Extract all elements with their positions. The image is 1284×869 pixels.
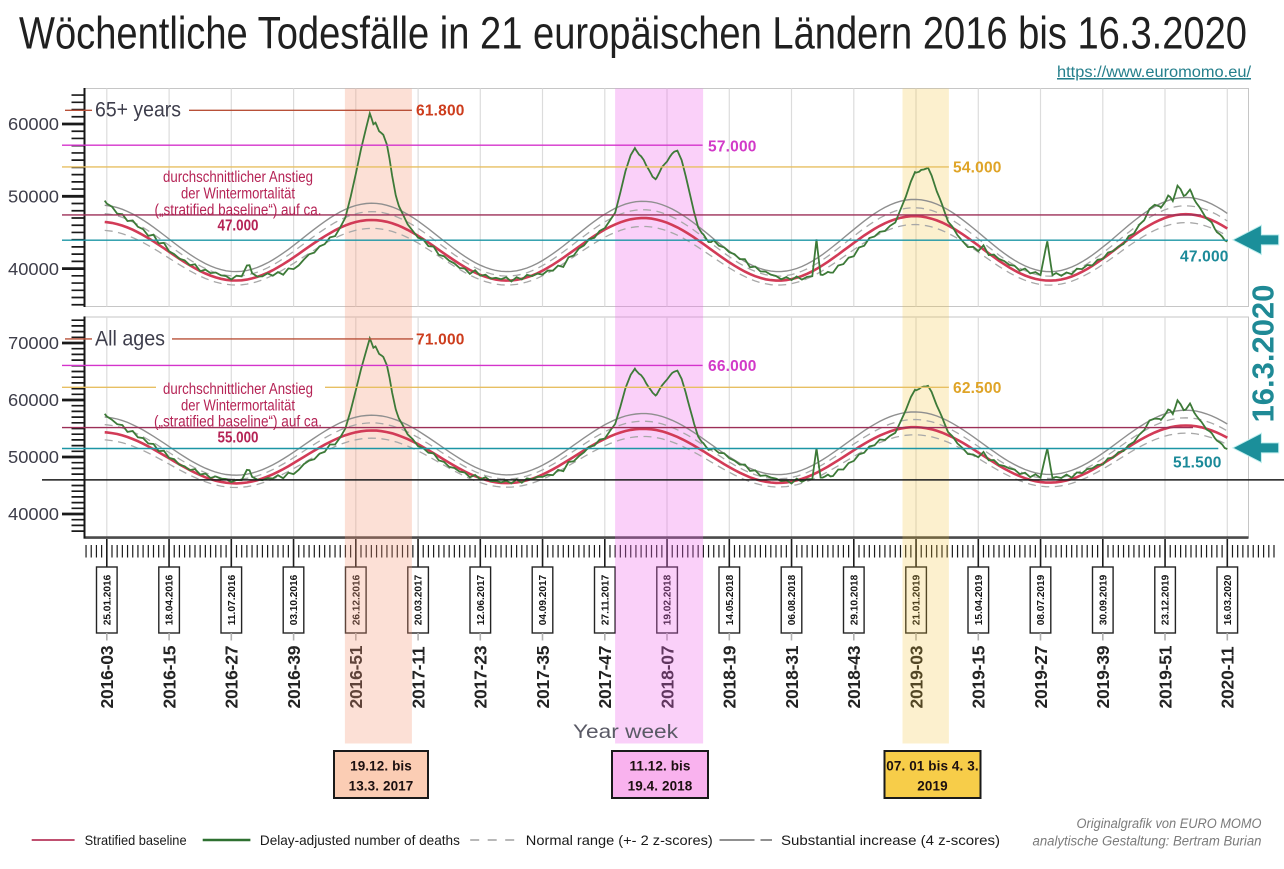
svg-text:16.3.2020: 16.3.2020 [1246, 285, 1281, 423]
svg-text:2019-03: 2019-03 [906, 645, 926, 708]
svg-text:51.500: 51.500 [1173, 455, 1222, 472]
svg-text:Stratified baseline: Stratified baseline [85, 833, 187, 848]
svg-text:2016-51: 2016-51 [346, 645, 366, 708]
svg-text:50000: 50000 [8, 187, 59, 207]
svg-text:durchschnittlicher Anstieg: durchschnittlicher Anstieg [163, 169, 313, 186]
svg-text:40000: 40000 [8, 504, 59, 524]
svg-text:29.10.2018: 29.10.2018 [849, 575, 860, 626]
svg-text:14.05.2018: 14.05.2018 [725, 575, 736, 626]
svg-text:60000: 60000 [8, 114, 59, 134]
svg-text:13.3. 2017: 13.3. 2017 [349, 779, 414, 794]
svg-text:11.12. bis: 11.12. bis [629, 759, 690, 774]
svg-text:30.09.2019: 30.09.2019 [1098, 575, 1109, 626]
svg-text:Year week: Year week [573, 721, 678, 743]
svg-text:Substantial increase (4 z-scor: Substantial increase (4 z-scores) [781, 833, 1000, 848]
svg-text:analytische Gestaltung: Bertra: analytische Gestaltung: Bertram Burian [1033, 834, 1262, 850]
svg-text:2017-11: 2017-11 [408, 646, 428, 708]
svg-text:2018-19: 2018-19 [720, 645, 740, 708]
svg-text:2016-03: 2016-03 [97, 645, 117, 708]
svg-text:47.000: 47.000 [1180, 249, 1229, 266]
svg-text:27.11.2017: 27.11.2017 [600, 575, 611, 626]
svg-text:06.08.2018: 06.08.2018 [787, 575, 798, 626]
svg-text:Delay-adjusted number of death: Delay-adjusted number of deaths [260, 833, 460, 848]
svg-text:55.000: 55.000 [218, 429, 259, 446]
svg-text:2017-35: 2017-35 [533, 645, 553, 708]
svg-text:50000: 50000 [8, 447, 59, 467]
svg-text:2017-23: 2017-23 [471, 645, 491, 708]
svg-text:(„stratified baseline“) auf ca: („stratified baseline“) auf ca. [155, 202, 322, 219]
svg-text:2017-47: 2017-47 [595, 646, 615, 709]
svg-text:2019-51: 2019-51 [1155, 645, 1175, 708]
svg-text:08.07.2019: 08.07.2019 [1036, 575, 1047, 626]
svg-text:Originalgrafik von EURO MOMO: Originalgrafik von EURO MOMO [1077, 816, 1262, 832]
svg-text:65+ years: 65+ years [95, 99, 181, 122]
svg-text:2019-39: 2019-39 [1093, 645, 1113, 708]
svg-text:19.02.2018: 19.02.2018 [663, 575, 674, 626]
svg-text:2018-43: 2018-43 [844, 645, 864, 708]
svg-text:20.03.2017: 20.03.2017 [414, 575, 425, 626]
svg-text:07. 01 bis 4. 3.: 07. 01 bis 4. 3. [886, 759, 978, 774]
svg-text:2020-11: 2020-11 [1218, 646, 1238, 708]
svg-text:19.4. 2018: 19.4. 2018 [628, 779, 693, 794]
svg-text:62.500: 62.500 [953, 380, 1002, 397]
svg-text:26.12.2016: 26.12.2016 [351, 575, 362, 626]
svg-text:Wöchentliche Todesfälle in 21: Wöchentliche Todesfälle in 21 europäisch… [19, 8, 1247, 59]
svg-text:47.000: 47.000 [218, 218, 259, 235]
svg-text:60000: 60000 [8, 390, 59, 410]
svg-text:2018-07: 2018-07 [657, 646, 677, 709]
svg-text:18.04.2016: 18.04.2016 [165, 575, 176, 626]
svg-text:durchschnittlicher Anstieg: durchschnittlicher Anstieg [163, 381, 313, 398]
svg-text:40000: 40000 [8, 259, 59, 279]
svg-text:21.01.2019: 21.01.2019 [912, 575, 923, 626]
svg-text:61.800: 61.800 [416, 103, 465, 120]
svg-text:der Wintermortalität: der Wintermortalität [181, 397, 296, 414]
svg-text:All ages: All ages [95, 328, 165, 351]
svg-text:70000: 70000 [8, 333, 59, 353]
svg-text:12.06.2017: 12.06.2017 [476, 575, 487, 626]
svg-text:2016-27: 2016-27 [222, 646, 242, 709]
svg-text:2019-27: 2019-27 [1031, 646, 1051, 709]
svg-text:19.12. bis: 19.12. bis [350, 759, 412, 774]
svg-text:54.000: 54.000 [953, 160, 1002, 177]
svg-text:(„stratified baseline“) auf ca: („stratified baseline“) auf ca. [154, 413, 322, 430]
svg-text:11.07.2016: 11.07.2016 [227, 575, 238, 626]
svg-text:25.01.2016: 25.01.2016 [102, 575, 113, 626]
svg-text:03.10.2016: 03.10.2016 [289, 575, 300, 626]
svg-text:23.12.2019: 23.12.2019 [1161, 575, 1172, 626]
svg-text:der Wintermortalität: der Wintermortalität [181, 186, 296, 203]
svg-text:15.04.2019: 15.04.2019 [974, 575, 985, 626]
svg-text:2016-15: 2016-15 [159, 645, 179, 708]
svg-text:04.09.2017: 04.09.2017 [538, 575, 549, 626]
svg-text:2019-15: 2019-15 [969, 645, 989, 708]
svg-text:2019: 2019 [917, 779, 947, 794]
svg-text:57.000: 57.000 [708, 139, 757, 156]
svg-text:66.000: 66.000 [708, 358, 757, 375]
svg-text:2018-31: 2018-31 [782, 645, 802, 708]
svg-text:71.000: 71.000 [416, 332, 465, 349]
svg-text:Normal range (+- 2 z-scores): Normal range (+- 2 z-scores) [526, 833, 713, 848]
svg-text:2016-39: 2016-39 [284, 645, 304, 708]
svg-text:https://www.euromomo.eu/: https://www.euromomo.eu/ [1057, 64, 1252, 81]
svg-text:16.03.2020: 16.03.2020 [1223, 575, 1234, 626]
